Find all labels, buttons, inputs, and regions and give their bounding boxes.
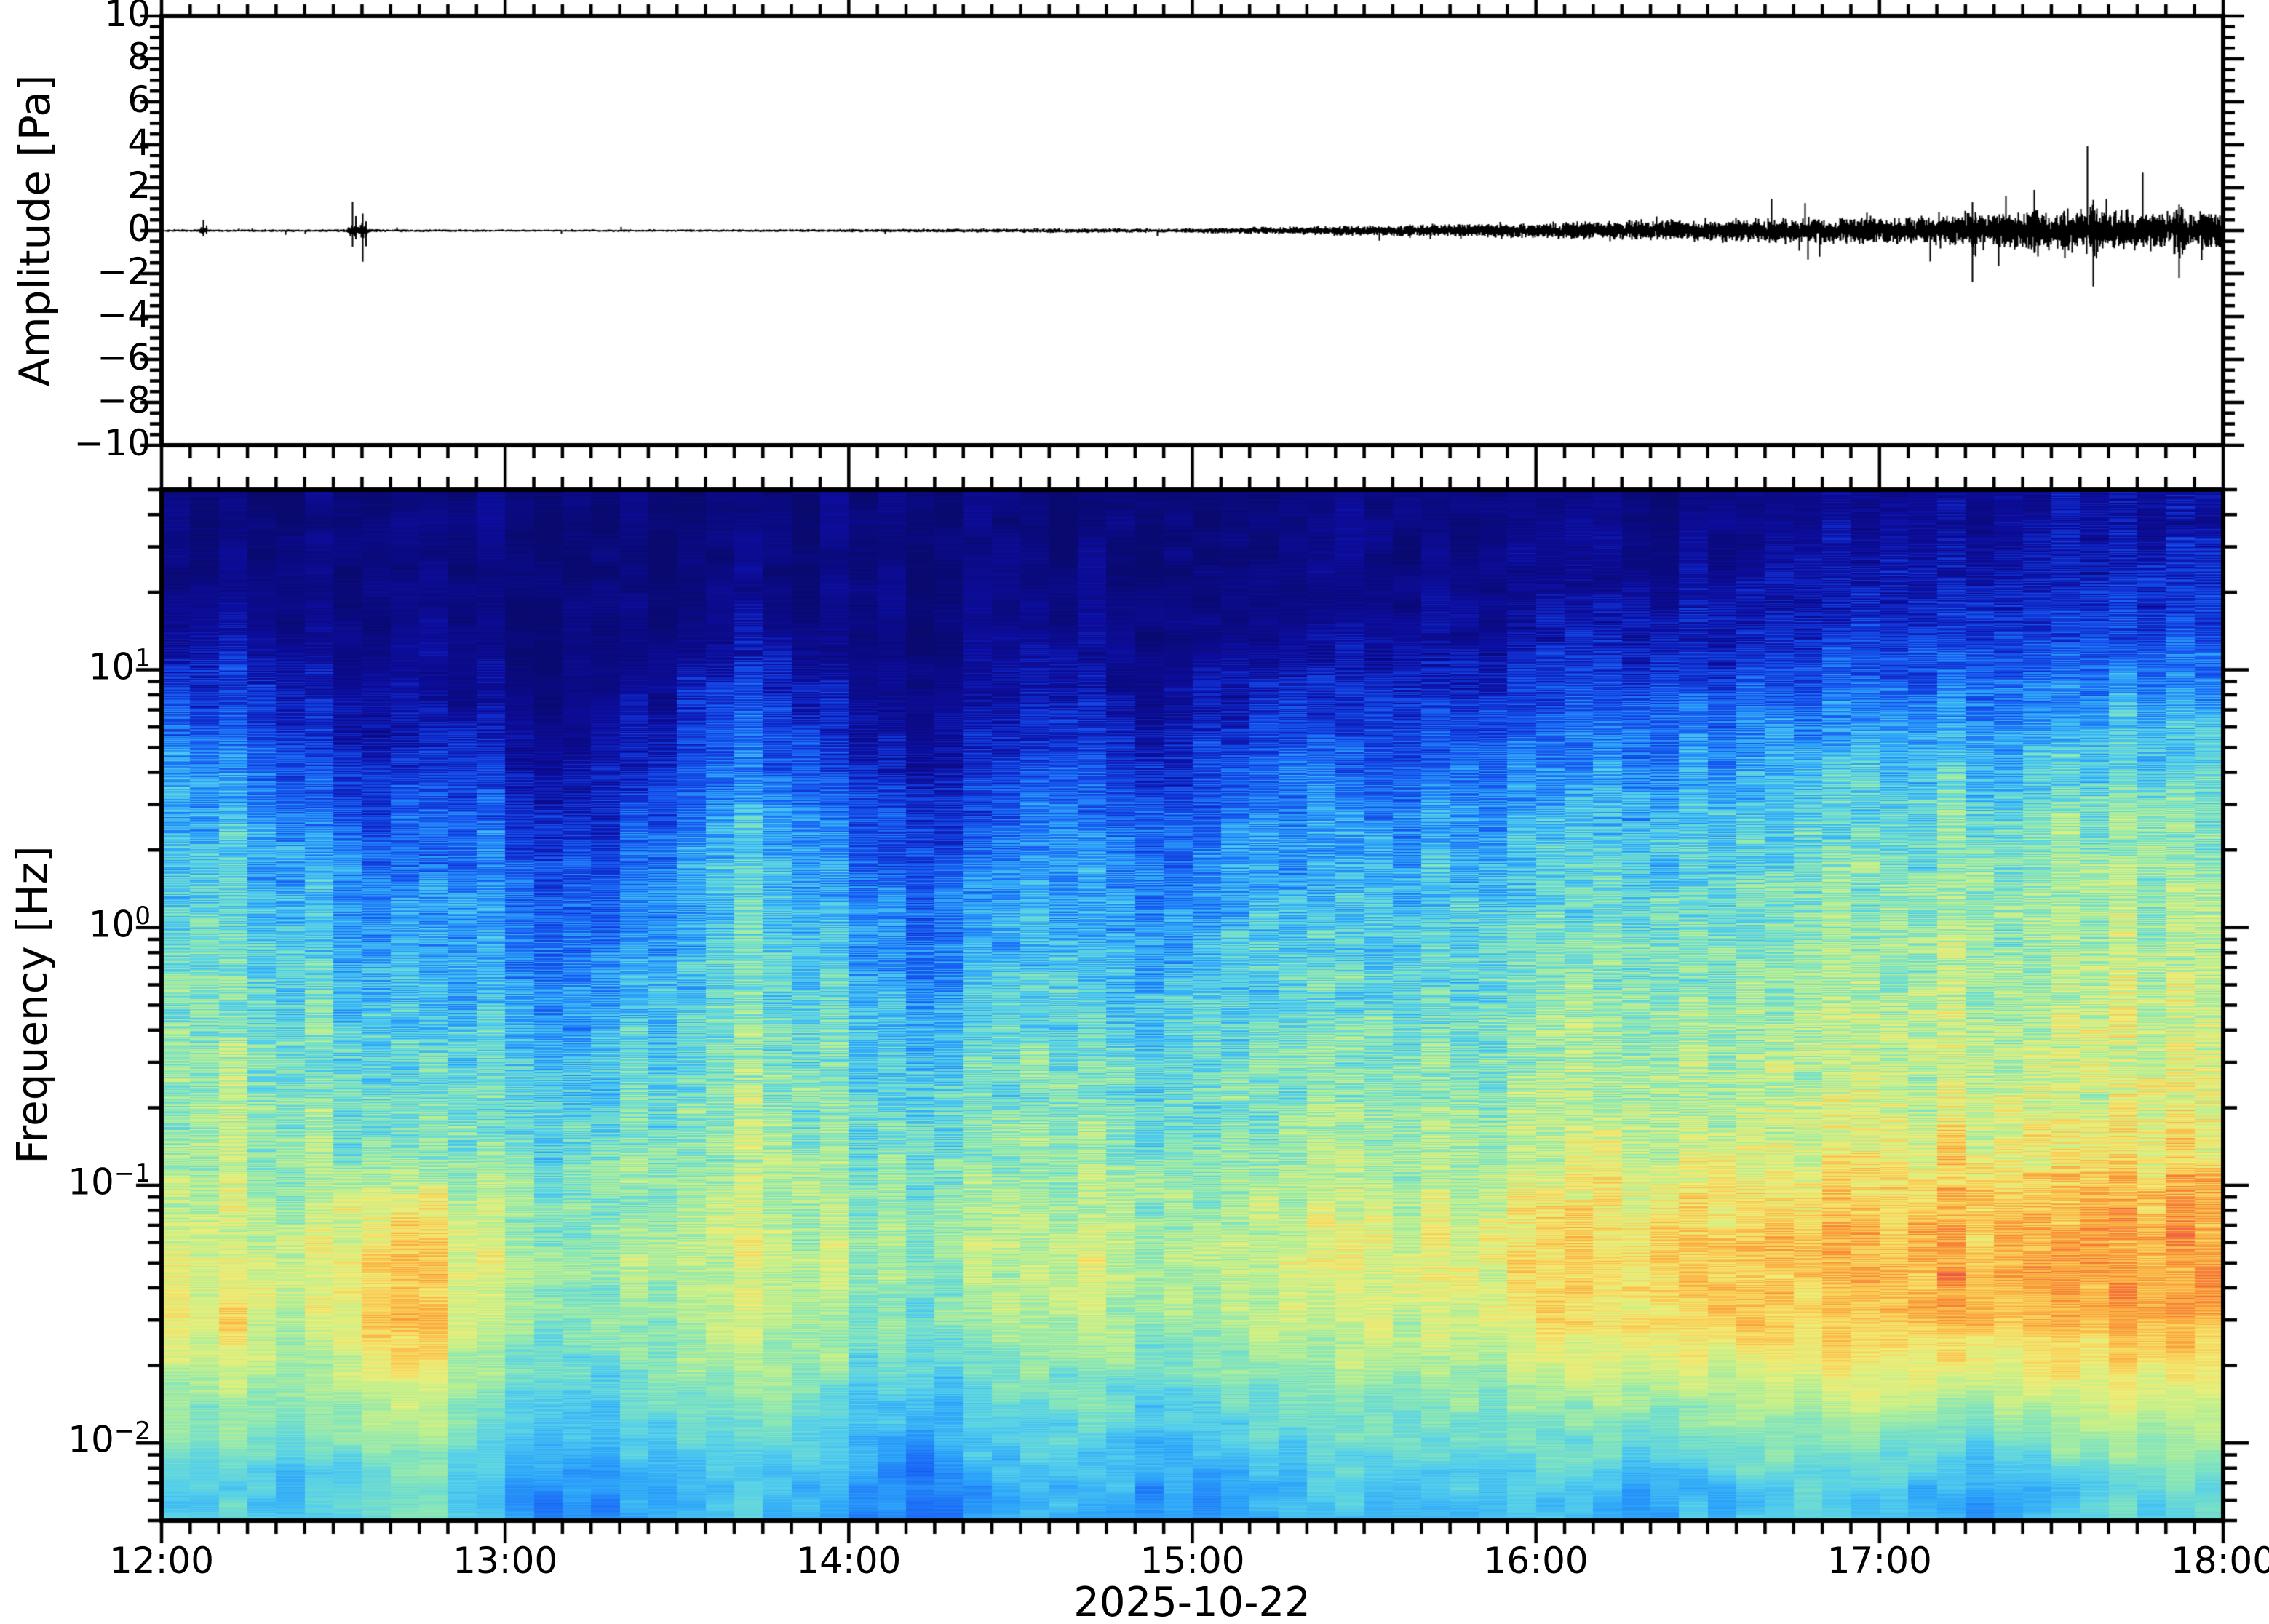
amplitude-tick-label: −8 [97,379,151,421]
amplitude-tick-label: 4 [127,122,151,164]
time-tick-label: 12:00 [108,1540,215,1582]
amplitude-tick-label: 10 [104,0,151,35]
amplitude-tick-label: 2 [127,164,151,207]
amplitude-tick-label: −2 [97,250,151,292]
frequency-tick-label: 101 [88,643,151,688]
frequency-tick-label: 10−2 [68,1417,151,1462]
time-tick-label: 15:00 [1140,1540,1245,1582]
amplitude-tick-label: 8 [127,36,151,78]
amplitude-tick-label: 6 [127,79,151,121]
amplitude-tick-label: −10 [73,422,151,464]
date-axis-label: 2025-10-22 [1073,1579,1311,1624]
time-tick-label: 13:00 [453,1540,558,1582]
frequency-tick-label: 100 [88,901,151,946]
time-tick-label: 18:00 [2170,1540,2269,1582]
time-tick-label: 16:00 [1483,1540,1589,1582]
frequency-tick-label: 10−1 [68,1159,151,1203]
amplitude-tick-label: −6 [97,336,151,378]
time-tick-label: 14:00 [796,1540,902,1582]
amplitude-tick-label: −4 [97,293,151,335]
frequency-axis-title: Frequency [Hz] [7,845,57,1164]
amplitude-tick-label: 0 [127,207,151,250]
time-tick-label: 17:00 [1827,1540,1932,1582]
